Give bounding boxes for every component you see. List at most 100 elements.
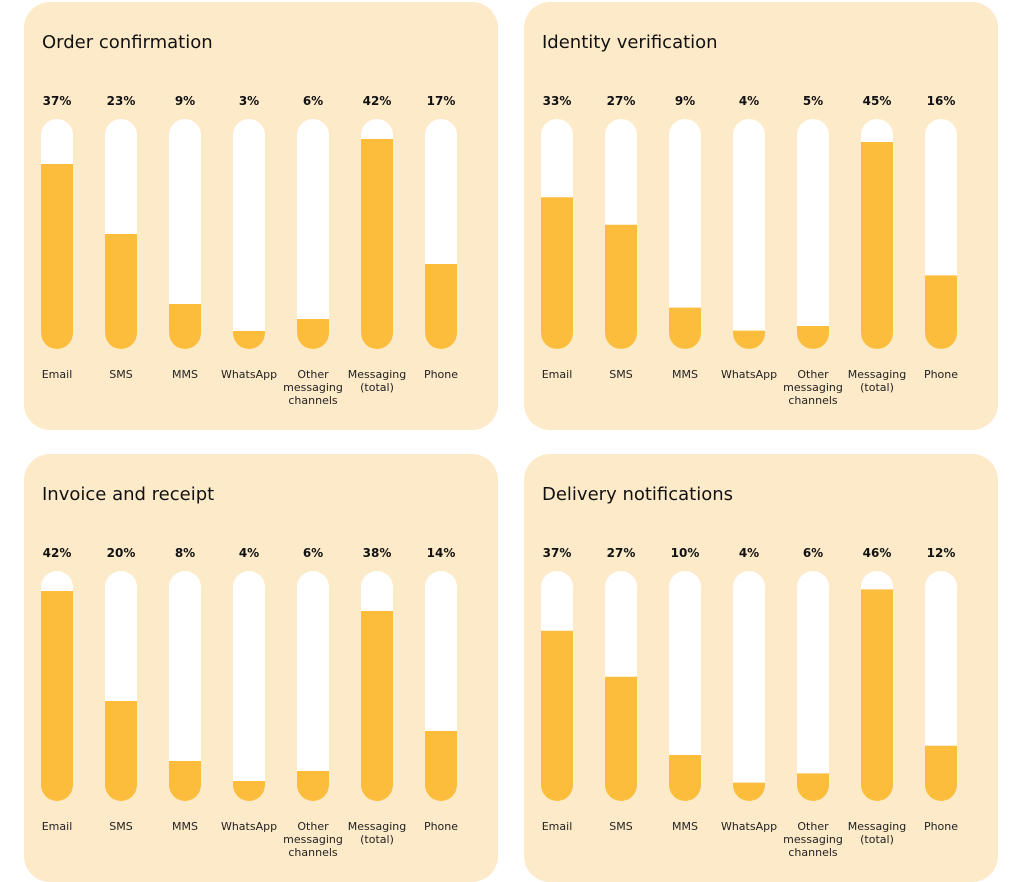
- category-label-messaging-total: Messaging (total): [348, 368, 406, 394]
- value-label-sms: 23%: [107, 94, 136, 108]
- category-label-whatsapp: WhatsApp: [721, 368, 777, 381]
- chart-panel-invoice-and-receipt: Invoice and receipt 42% Email 20% SMS 8% MMS 4…: [24, 454, 498, 882]
- chart-title: Identity verification: [542, 32, 718, 53]
- value-label-sms: 20%: [107, 546, 136, 560]
- value-label-messaging-total: 45%: [863, 94, 892, 108]
- category-label-phone: Phone: [924, 368, 958, 381]
- chart-panel-identity-verification: Identity verification 33% Email 27% SMS 9% MM…: [524, 2, 998, 430]
- bar-sms: [605, 224, 637, 349]
- category-label-mms: MMS: [172, 820, 198, 833]
- bar-phone: [925, 745, 957, 801]
- category-label-messaging-total: Messaging (total): [848, 368, 906, 394]
- bar-track-whatsapp: [233, 119, 265, 349]
- chart-panel-order-confirmation: Order confirmation 37% Email 23% SMS 9% MMS 3%…: [24, 2, 498, 430]
- value-label-phone: 17%: [427, 94, 456, 108]
- bar-chart-invoice-and-receipt: 42% Email 20% SMS 8% MMS 4% WhatsApp 6% Other mess…: [41, 546, 458, 859]
- bar-track-whatsapp: [233, 571, 265, 801]
- category-label-sms: SMS: [609, 368, 632, 381]
- value-label-whatsapp: 4%: [739, 546, 759, 560]
- value-label-messaging-total: 38%: [363, 546, 392, 560]
- bar-mms: [669, 307, 701, 349]
- value-label-email: 42%: [43, 546, 72, 560]
- value-label-mms: 10%: [671, 546, 700, 560]
- bar-messaging-total: [361, 139, 393, 349]
- category-label-other-messaging-channels: Other messaging channels: [783, 368, 843, 407]
- value-label-whatsapp: 4%: [739, 94, 759, 108]
- category-label-mms: MMS: [172, 368, 198, 381]
- category-label-whatsapp: WhatsApp: [221, 368, 277, 381]
- bar-track-mms: [669, 571, 701, 801]
- bar-track-phone: [925, 571, 957, 801]
- value-label-other-messaging-channels: 6%: [303, 546, 323, 560]
- category-label-sms: SMS: [109, 820, 132, 833]
- bar-whatsapp: [233, 781, 265, 801]
- category-label-messaging-total: Messaging (total): [348, 820, 406, 846]
- bar-chart-order-confirmation: 37% Email 23% SMS 9% MMS 3% WhatsApp 6% Other mess…: [41, 94, 458, 407]
- category-label-messaging-total: Messaging (total): [848, 820, 906, 846]
- bar-other-messaging-channels: [297, 771, 329, 801]
- category-label-sms: SMS: [609, 820, 632, 833]
- category-label-phone: Phone: [424, 368, 458, 381]
- bar-other-messaging-channels: [797, 326, 829, 349]
- bar-track-other-messaging-channels: [297, 571, 329, 801]
- bar-mms: [669, 755, 701, 801]
- bar-track-other-messaging-channels: [797, 571, 829, 801]
- category-label-other-messaging-channels: Other messaging channels: [783, 820, 843, 859]
- value-label-messaging-total: 46%: [863, 546, 892, 560]
- value-label-mms: 8%: [175, 546, 195, 560]
- bar-whatsapp: [733, 330, 765, 349]
- value-label-phone: 12%: [927, 546, 956, 560]
- bar-email: [41, 164, 73, 349]
- bar-track-other-messaging-channels: [297, 119, 329, 349]
- value-label-whatsapp: 3%: [239, 94, 259, 108]
- value-label-sms: 27%: [607, 546, 636, 560]
- category-label-mms: MMS: [672, 368, 698, 381]
- bar-mms: [169, 761, 201, 801]
- chart-panel-delivery-notifications: Delivery notifications 37% Email 27% SMS 10%…: [524, 454, 998, 882]
- bar-email: [541, 630, 573, 801]
- bar-track-mms: [169, 119, 201, 349]
- category-label-email: Email: [542, 368, 573, 381]
- value-label-messaging-total: 42%: [363, 94, 392, 108]
- value-label-other-messaging-channels: 6%: [803, 546, 823, 560]
- value-label-other-messaging-channels: 5%: [803, 94, 823, 108]
- bar-phone: [425, 264, 457, 349]
- value-label-mms: 9%: [175, 94, 195, 108]
- bar-track-other-messaging-channels: [797, 119, 829, 349]
- category-label-other-messaging-channels: Other messaging channels: [283, 368, 343, 407]
- bar-sms: [605, 676, 637, 801]
- bar-messaging-total: [861, 142, 893, 349]
- chart-title: Order confirmation: [42, 32, 213, 53]
- chart-title: Delivery notifications: [542, 484, 734, 505]
- category-label-sms: SMS: [109, 368, 132, 381]
- bar-mms: [169, 304, 201, 349]
- bar-whatsapp: [233, 331, 265, 349]
- bar-track-whatsapp: [733, 119, 765, 349]
- category-label-phone: Phone: [424, 820, 458, 833]
- category-label-email: Email: [42, 820, 73, 833]
- category-label-email: Email: [542, 820, 573, 833]
- bar-messaging-total: [361, 611, 393, 801]
- value-label-whatsapp: 4%: [239, 546, 259, 560]
- bar-sms: [105, 234, 137, 349]
- bar-chart-delivery-notifications: 37% Email 27% SMS 10% MMS 4% WhatsApp 6% Other mes…: [541, 546, 958, 859]
- value-label-email: 37%: [43, 94, 72, 108]
- value-label-sms: 27%: [607, 94, 636, 108]
- value-label-mms: 9%: [675, 94, 695, 108]
- bar-sms: [105, 701, 137, 801]
- bar-track-mms: [169, 571, 201, 801]
- value-label-email: 33%: [543, 94, 572, 108]
- bar-other-messaging-channels: [297, 319, 329, 349]
- category-label-mms: MMS: [672, 820, 698, 833]
- category-label-other-messaging-channels: Other messaging channels: [283, 820, 343, 859]
- value-label-phone: 14%: [427, 546, 456, 560]
- category-label-whatsapp: WhatsApp: [721, 820, 777, 833]
- bar-phone: [925, 275, 957, 349]
- bar-messaging-total: [861, 589, 893, 801]
- bar-track-mms: [669, 119, 701, 349]
- value-label-email: 37%: [543, 546, 572, 560]
- bar-other-messaging-channels: [797, 773, 829, 801]
- category-label-phone: Phone: [924, 820, 958, 833]
- bar-chart-identity-verification: 33% Email 27% SMS 9% MMS 4% WhatsApp 5% Other mess…: [541, 94, 958, 407]
- bar-email: [541, 197, 573, 349]
